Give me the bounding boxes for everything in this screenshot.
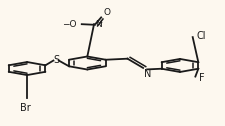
Text: O: O xyxy=(103,8,110,17)
Text: −O: −O xyxy=(61,20,76,29)
Text: Br: Br xyxy=(20,103,31,113)
Text: Cl: Cl xyxy=(196,31,205,41)
Text: S: S xyxy=(53,55,59,65)
Text: +: + xyxy=(97,20,102,25)
Text: N: N xyxy=(95,20,101,29)
Text: N: N xyxy=(144,69,151,78)
Text: F: F xyxy=(198,73,204,83)
